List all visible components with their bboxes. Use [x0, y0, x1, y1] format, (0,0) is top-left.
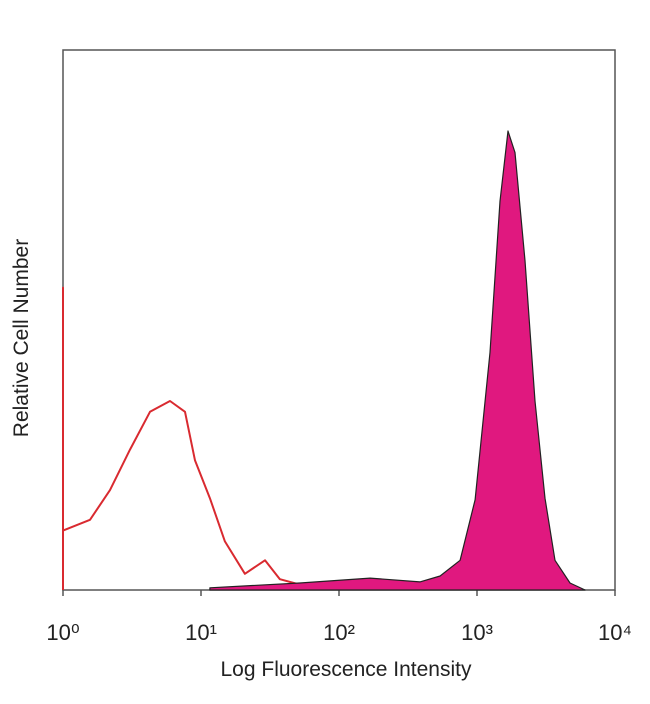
x-tick-label: 10²: [323, 620, 355, 645]
x-tick-label: 10⁰: [46, 620, 79, 645]
x-axis-label: Log Fluorescence Intensity: [221, 658, 472, 681]
x-tick-label: 10¹: [185, 620, 217, 645]
x-tick-label: 10⁴: [598, 620, 632, 645]
y-axis-label: Relative Cell Number: [10, 239, 33, 437]
histogram-line: [62, 286, 321, 590]
filled-histogram: [209, 130, 586, 591]
x-tick-label: 10³: [461, 620, 493, 645]
